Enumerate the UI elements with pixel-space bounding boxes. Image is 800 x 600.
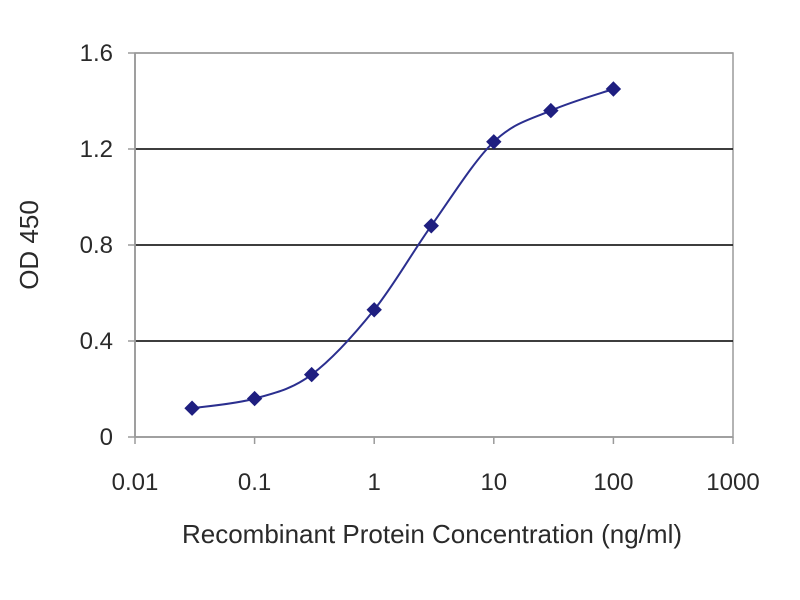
- series-line: [191, 88, 614, 410]
- y-tick-label: 0.8: [80, 232, 113, 259]
- data-point: [184, 400, 200, 416]
- x-tick-label: 0.01: [112, 469, 159, 496]
- x-tick-labels: 0.01 0.1 1 10 100 1000: [112, 469, 760, 496]
- y-tick-label: 1.6: [80, 40, 113, 67]
- y-tick-label: 0: [100, 424, 113, 451]
- data-point: [543, 102, 559, 119]
- data-point: [423, 218, 439, 234]
- x-tick-label: 1000: [706, 469, 759, 496]
- x-tick-label: 100: [593, 469, 633, 496]
- data-point: [303, 366, 320, 383]
- data-point: [486, 134, 502, 150]
- data-point: [246, 390, 263, 407]
- y-tick-label: 0.4: [80, 328, 113, 355]
- x-tick-label: 1: [368, 469, 381, 496]
- y-tick-label: 1.2: [80, 136, 113, 163]
- x-tick-label: 0.1: [238, 469, 271, 496]
- axes: [128, 52, 734, 444]
- gridlines: [135, 52, 733, 342]
- series: [184, 81, 622, 416]
- data-point: [366, 302, 382, 318]
- x-tick-label: 10: [480, 469, 507, 496]
- y-tick-labels: 0 0.4 0.8 1.2 1.6: [80, 40, 113, 451]
- y-axis-title: OD 450: [14, 200, 44, 290]
- x-axis-title: Recombinant Protein Concentration (ng/ml…: [182, 519, 682, 549]
- data-point: [605, 81, 622, 97]
